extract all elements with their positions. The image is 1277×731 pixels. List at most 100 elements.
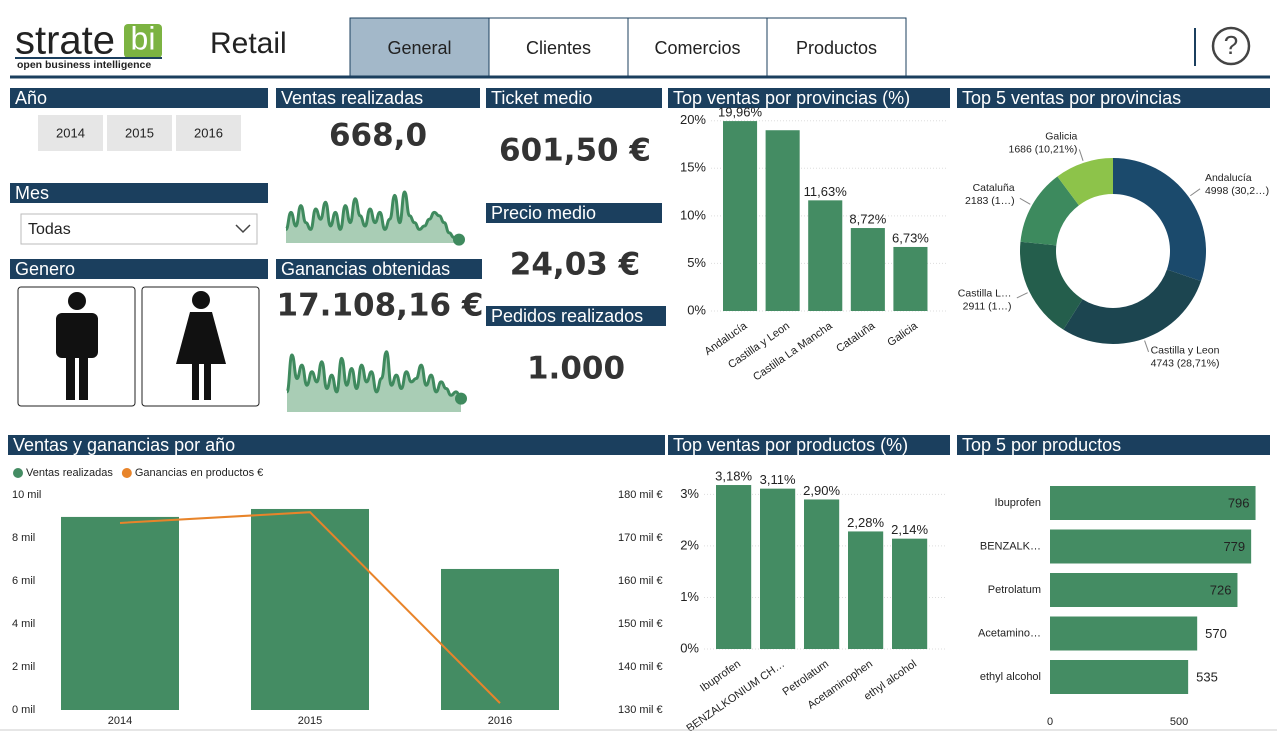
help-icon[interactable]: ?	[1224, 30, 1238, 60]
section-header	[668, 435, 950, 455]
section-title: Ganancias obtenidas	[281, 259, 450, 279]
tab-label[interactable]: Clientes	[526, 38, 591, 58]
y2-tick-label: 170 mil €	[618, 532, 663, 544]
section-title: Pedidos realizados	[491, 306, 643, 326]
data-label: 3,18%	[715, 468, 752, 483]
data-label: 11,63%	[804, 184, 848, 199]
help-button[interactable]	[1211, 26, 1251, 66]
y-tick-label: 4 mil	[12, 618, 35, 630]
section-title: Ventas realizadas	[281, 88, 423, 108]
bar	[765, 130, 800, 311]
slice-value: 4998 (30,2…)	[1205, 185, 1269, 197]
logo-badge	[124, 24, 162, 58]
data-label: 2,90%	[803, 483, 840, 498]
y-tick-label: 2 mil	[12, 661, 35, 673]
section-header	[10, 88, 268, 108]
data-label: 2,28%	[847, 515, 884, 530]
bar	[1050, 529, 1252, 564]
y-tick-label: 0%	[687, 302, 706, 317]
y2-tick-label: 150 mil €	[618, 618, 663, 630]
tab-label[interactable]: General	[387, 38, 451, 58]
y-tick-label: Ibuprofen	[995, 497, 1041, 509]
month-dropdown[interactable]	[20, 213, 258, 245]
section-title: Top ventas por productos (%)	[673, 435, 908, 455]
bar	[892, 538, 928, 649]
bar	[1050, 660, 1189, 694]
year-label[interactable]: 2015	[125, 125, 154, 140]
bar	[808, 200, 843, 311]
section-title: Mes	[15, 183, 49, 203]
section-header	[8, 435, 665, 455]
bar	[716, 485, 752, 649]
data-label: 6,73%	[892, 230, 929, 245]
page-title: Retail	[210, 27, 287, 60]
leader-line	[1190, 188, 1201, 197]
data-label: 796	[1228, 495, 1250, 510]
y-tick-label: 15%	[680, 160, 706, 175]
donut-slice	[1020, 176, 1079, 246]
year-label[interactable]: 2014	[56, 125, 85, 140]
bar	[723, 121, 758, 311]
x-tick-label: 0	[1047, 716, 1053, 728]
bar	[760, 488, 796, 649]
section-title: Top 5 por productos	[962, 435, 1121, 455]
bar	[893, 246, 928, 311]
sparkline-end	[453, 233, 465, 246]
y-tick-label: 5%	[687, 255, 706, 270]
section-header	[668, 88, 950, 108]
line	[119, 511, 501, 704]
data-label: 2,14%	[891, 522, 928, 537]
year-button[interactable]	[38, 115, 103, 151]
leader-line	[1016, 292, 1028, 299]
slice-label: Cataluña	[973, 182, 1015, 194]
bar	[61, 516, 179, 710]
dropdown-chevron	[235, 224, 251, 234]
y-tick-label: 6 mil	[12, 575, 35, 587]
section-header	[486, 306, 666, 326]
y-tick-label: ethyl alcohol	[980, 671, 1041, 683]
section-title: Ticket medio	[491, 88, 592, 108]
y-tick-label: 10 mil	[12, 489, 41, 501]
logo-tagline: open business intelligence	[17, 59, 151, 71]
male-icon	[56, 292, 98, 400]
sparkline-end	[455, 392, 467, 405]
x-tick-label: 500	[1170, 716, 1188, 728]
y-tick-label: 2%	[680, 537, 699, 552]
x-tick-label: 2015	[298, 715, 322, 727]
tab-label[interactable]: Productos	[796, 38, 877, 58]
data-label: 726	[1210, 582, 1232, 597]
tab[interactable]	[349, 17, 490, 78]
y2-tick-label: 160 mil €	[618, 575, 663, 587]
kpi-value: 668,0	[329, 118, 427, 154]
year-label[interactable]: 2016	[194, 125, 223, 140]
bar	[441, 568, 559, 710]
bar	[848, 531, 884, 649]
section-title: Top ventas por provincias (%)	[673, 88, 910, 108]
slice-label: Galicia	[1045, 131, 1077, 143]
year-button[interactable]	[107, 115, 172, 151]
legend-label: Ventas realizadas	[26, 467, 113, 479]
y2-tick-label: 130 mil €	[618, 704, 663, 716]
y-tick-label: 3%	[680, 486, 699, 501]
y2-tick-label: 180 mil €	[618, 489, 663, 501]
bar	[1050, 573, 1238, 607]
section-title: Ventas y ganancias por año	[13, 435, 235, 455]
leader-line	[1144, 340, 1150, 353]
bar	[1050, 616, 1198, 651]
legend-marker	[13, 468, 23, 478]
tab[interactable]	[488, 17, 629, 78]
y-tick-label: 8 mil	[12, 532, 35, 544]
donut-slice	[1063, 269, 1201, 344]
tab-label[interactable]: Comercios	[654, 38, 740, 58]
data-label: 570	[1205, 626, 1227, 641]
slice-label: Castilla y Leon	[1151, 344, 1220, 356]
data-label: 8,72%	[849, 211, 886, 226]
month-selected[interactable]: Todas	[28, 221, 71, 238]
bar	[1050, 486, 1256, 520]
data-label: 19,96%	[718, 105, 763, 120]
data-label: 779	[1223, 539, 1245, 554]
female-icon	[176, 291, 226, 400]
donut-slice	[1113, 158, 1206, 282]
sparkline-line	[285, 350, 462, 401]
year-button[interactable]	[176, 115, 241, 151]
